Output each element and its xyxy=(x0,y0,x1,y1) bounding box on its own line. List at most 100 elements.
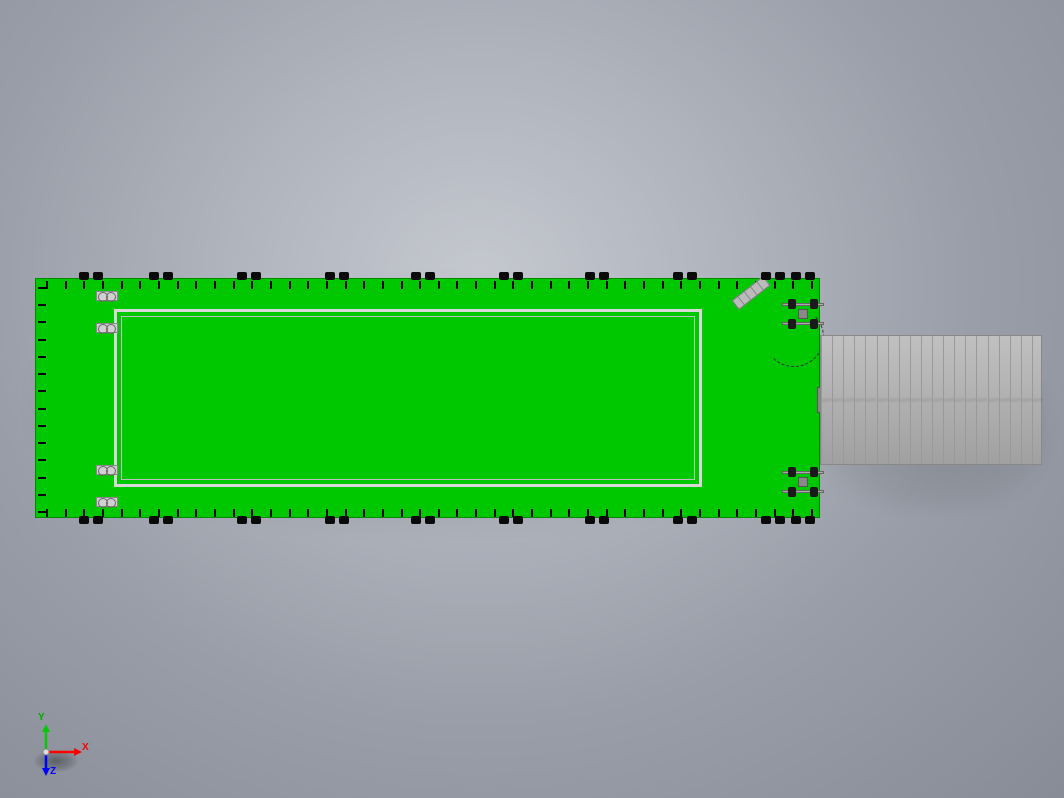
deck-tick xyxy=(624,509,626,517)
wheel-pair[interactable] xyxy=(149,272,173,280)
deck-tick xyxy=(121,281,123,289)
deck-tick xyxy=(699,509,701,517)
deck-tick xyxy=(680,281,682,289)
coordinate-triad[interactable]: X Y Z xyxy=(24,708,94,778)
deck-tick xyxy=(699,281,701,289)
deck-tick xyxy=(233,509,235,517)
deck-tick xyxy=(550,509,552,517)
deck-tick xyxy=(382,509,384,517)
ramp-slat xyxy=(943,336,954,464)
deck-tick xyxy=(494,509,496,517)
jack-assembly[interactable] xyxy=(782,467,824,497)
ramp-slat xyxy=(965,336,976,464)
deck-tick xyxy=(38,339,46,341)
deck-tick xyxy=(718,281,720,289)
trailer-deck[interactable] xyxy=(35,278,820,518)
deck-tick xyxy=(792,281,794,289)
tie-down-fixture[interactable] xyxy=(96,497,118,507)
wheel-pair[interactable] xyxy=(585,272,609,280)
deck-tick xyxy=(475,281,477,289)
deck-tick xyxy=(438,281,440,289)
deck-tick xyxy=(177,509,179,517)
ramp-slat xyxy=(954,336,965,464)
ramp-slat xyxy=(821,336,832,464)
z-axis-label: Z xyxy=(50,766,56,777)
wheel-pair[interactable] xyxy=(761,272,785,280)
deck-tick xyxy=(512,281,514,289)
deck-tick xyxy=(363,509,365,517)
wheel-pair[interactable] xyxy=(411,516,435,524)
x-axis-label: X xyxy=(82,742,89,753)
ramp-slat xyxy=(854,336,865,464)
deck-tick xyxy=(345,281,347,289)
deck-tick xyxy=(38,304,46,306)
deck-tick xyxy=(38,442,46,444)
deck-tick xyxy=(419,281,421,289)
deck-tick xyxy=(718,509,720,517)
deck-tick xyxy=(233,281,235,289)
deck-tick xyxy=(531,509,533,517)
wheel-pair[interactable] xyxy=(761,516,785,524)
deck-tick xyxy=(624,281,626,289)
wheel-pair[interactable] xyxy=(79,516,103,524)
deck-tick xyxy=(139,509,141,517)
wheel-pair[interactable] xyxy=(673,516,697,524)
ramp-slat xyxy=(1032,336,1043,464)
deck-tick xyxy=(531,281,533,289)
wheel-pair[interactable] xyxy=(237,516,261,524)
deck-tick xyxy=(38,321,46,323)
deck-tick xyxy=(438,509,440,517)
tie-down-fixture[interactable] xyxy=(96,291,118,301)
deck-tick xyxy=(195,509,197,517)
tie-down-fixture[interactable] xyxy=(96,465,118,475)
ramp-slat xyxy=(988,336,999,464)
deck-tick xyxy=(177,281,179,289)
deck-tick xyxy=(363,281,365,289)
deck-tick xyxy=(401,509,403,517)
deck-tick xyxy=(251,281,253,289)
ramp-slat xyxy=(877,336,888,464)
wheel-pair[interactable] xyxy=(791,272,815,280)
wheel-pair[interactable] xyxy=(499,516,523,524)
deck-tick xyxy=(38,287,46,289)
wheel-pair[interactable] xyxy=(585,516,609,524)
ramp-slat xyxy=(976,336,987,464)
wheel-pair[interactable] xyxy=(149,516,173,524)
deck-tick xyxy=(568,509,570,517)
jack-assembly[interactable] xyxy=(782,299,824,329)
deck-tick xyxy=(270,509,272,517)
ramp-slat xyxy=(1010,336,1021,464)
wheel-pair[interactable] xyxy=(791,516,815,524)
loading-ramp[interactable] xyxy=(820,335,1042,465)
wheel-pair[interactable] xyxy=(325,272,349,280)
tie-down-fixture[interactable] xyxy=(96,323,118,333)
deck-tick xyxy=(65,281,67,289)
deck-tick xyxy=(38,511,46,513)
ramp-slat xyxy=(899,336,910,464)
wheel-pair[interactable] xyxy=(499,272,523,280)
deck-tick xyxy=(550,281,552,289)
wheel-pair[interactable] xyxy=(325,516,349,524)
deck-tick xyxy=(65,509,67,517)
deck-tick xyxy=(811,281,813,289)
wheel-pair[interactable] xyxy=(673,272,697,280)
deck-tick xyxy=(456,281,458,289)
ramp-slat xyxy=(1021,336,1032,464)
y-axis-label: Y xyxy=(38,712,45,723)
deck-tick xyxy=(382,281,384,289)
ramp-slat xyxy=(999,336,1010,464)
deck-tick xyxy=(568,281,570,289)
deck-inner-frame-line xyxy=(121,316,695,480)
deck-tick xyxy=(214,281,216,289)
deck-tick xyxy=(83,281,85,289)
deck-tick xyxy=(270,281,272,289)
deck-tick xyxy=(38,459,46,461)
deck-tick xyxy=(289,281,291,289)
deck-tick xyxy=(195,281,197,289)
cad-viewport-3d[interactable]: X Y Z xyxy=(0,0,1064,798)
wheel-pair[interactable] xyxy=(411,272,435,280)
deck-tick xyxy=(102,281,104,289)
deck-tick xyxy=(643,281,645,289)
wheel-pair[interactable] xyxy=(237,272,261,280)
wheel-pair[interactable] xyxy=(79,272,103,280)
